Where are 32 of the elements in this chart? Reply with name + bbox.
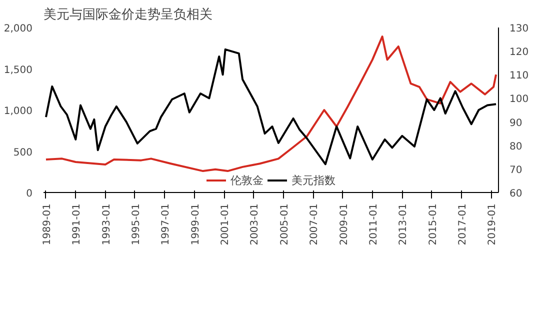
x-tick-label: 1997-01 [160, 203, 172, 246]
y2-tick-label: 60 [510, 188, 522, 200]
y2-tick-label: 90 [510, 118, 522, 129]
x-tick-label: 2011-01 [368, 203, 380, 246]
x-tick-label: 1999-01 [190, 203, 202, 246]
y2-tick-label: 130 [510, 24, 529, 34]
x-tick-label: 2019-01 [487, 203, 498, 246]
x-tick-label: 2007-01 [309, 203, 320, 246]
y-tick-label: 2,000 [4, 24, 33, 34]
x-tick-label: 2009-01 [338, 203, 350, 246]
y-tick-label: 1,500 [4, 64, 33, 76]
x-tick-label: 2015-01 [428, 203, 439, 246]
x-tick-label: 1993-01 [101, 203, 112, 246]
x-tick-label: 2005-01 [279, 203, 290, 246]
y2-tick-label: 120 [510, 47, 529, 58]
legend-label: 美元指数 [292, 172, 336, 188]
x-tick-label: 2017-01 [457, 203, 468, 246]
legend-label: 伦敦金 [230, 172, 264, 188]
y2-tick-label: 70 [510, 164, 522, 176]
y2-tick-label: 110 [510, 70, 529, 82]
x-tick-label: 1989-01 [42, 203, 53, 246]
x-tick-label: 2001-01 [220, 203, 232, 246]
y-tick-label: 500 [13, 147, 33, 158]
x-tick-label: 2003-01 [250, 203, 261, 246]
chart-title: 美元与国际金价走势呈负相关 [44, 6, 212, 22]
y-tick-label: 1,000 [4, 106, 33, 117]
x-tick-label: 1995-01 [130, 203, 142, 246]
y-tick-label: 0 [26, 188, 33, 200]
x-tick-label: 2013-01 [398, 203, 410, 246]
x-tick-label: 1991-01 [72, 203, 83, 246]
y2-tick-label: 80 [510, 141, 522, 152]
y2-tick-label: 100 [510, 94, 529, 106]
